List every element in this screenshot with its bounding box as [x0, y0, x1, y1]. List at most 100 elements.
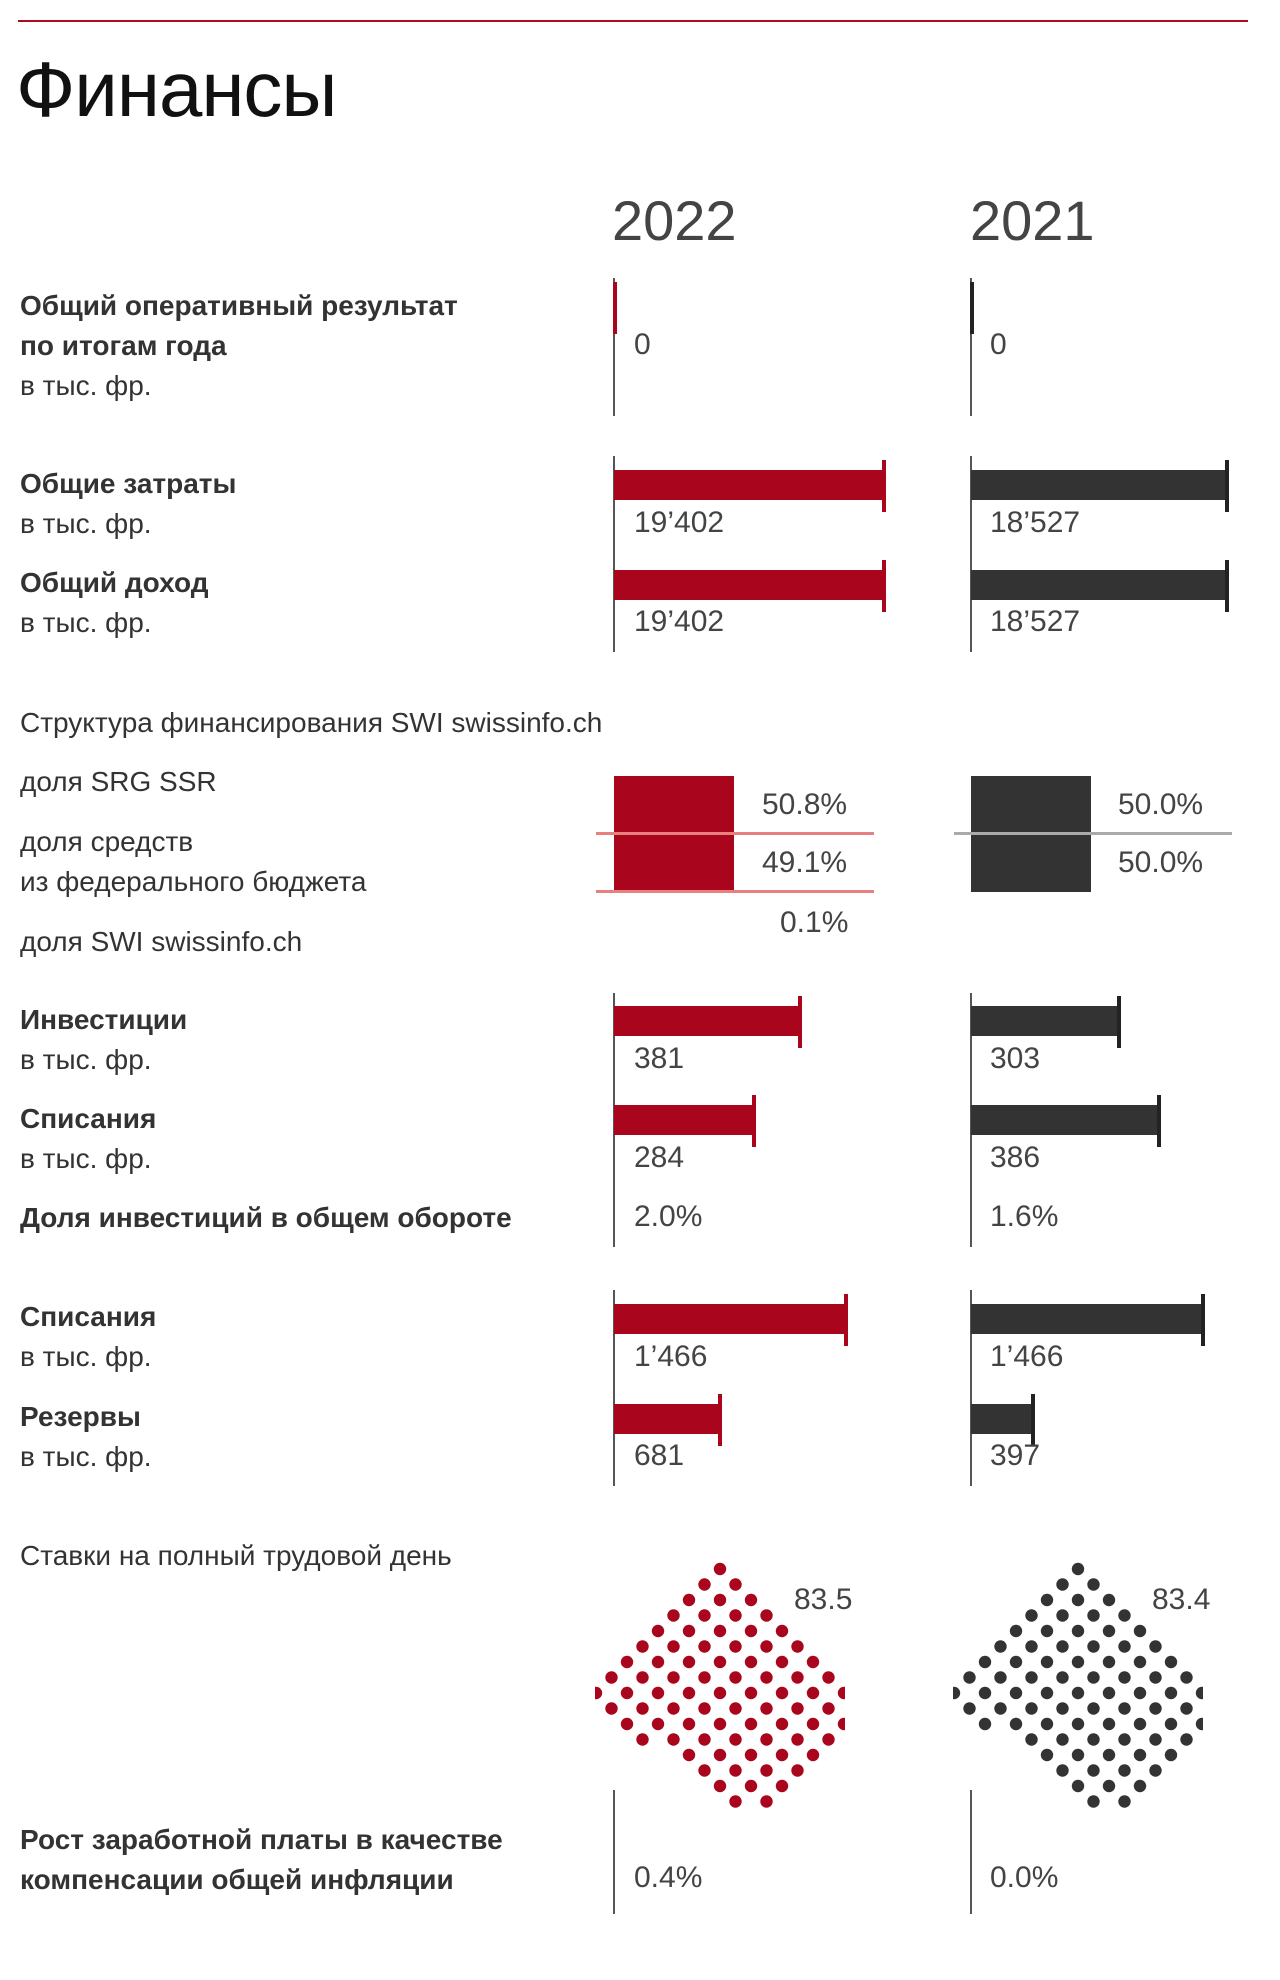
fte-dot [667, 1609, 680, 1622]
fte-dot [729, 1795, 742, 1808]
fte-dot [1118, 1795, 1131, 1808]
fte-dot [636, 1733, 649, 1746]
axis-2021-operating [970, 278, 972, 416]
fte-dot [729, 1609, 742, 1622]
fte-dot [620, 1717, 634, 1731]
fte-dot [1087, 1702, 1100, 1715]
fte-dot [760, 1795, 773, 1808]
operating-2022-cap [613, 282, 617, 334]
funding-swi-label: доля SWI swissinfo.ch [20, 926, 303, 957]
reserves-2021-cap [1031, 1394, 1035, 1446]
fte-dot [729, 1702, 742, 1715]
invest-share-2021-value: 1.6% [990, 1200, 1059, 1233]
writeoffs-1-unit: в тыс. фр. [20, 1143, 152, 1174]
fte-dot [698, 1671, 711, 1684]
fte-dot [1180, 1671, 1193, 1684]
fte-dot [1149, 1671, 1162, 1684]
fte-dot [1133, 1655, 1147, 1669]
funding-2022-line-federal [596, 890, 874, 893]
fte-dot [1025, 1702, 1038, 1715]
writeoffs-1-2022-bar [614, 1105, 754, 1135]
fte-dot [978, 1655, 992, 1669]
fte-dot [1087, 1795, 1100, 1808]
operating-result-unit: в тыс. фр. [20, 370, 152, 401]
fte-dot [837, 1717, 845, 1731]
fte-dot [1071, 1748, 1085, 1762]
writeoffs-2-2022-cap [844, 1294, 848, 1346]
fte-dot [1102, 1779, 1116, 1793]
fte-dot [1009, 1655, 1023, 1669]
reserves-unit: в тыс. фр. [20, 1441, 152, 1472]
writeoffs-1-2021-value: 386 [990, 1141, 1041, 1174]
axis-2022-costs [613, 456, 615, 652]
fte-dot [760, 1609, 773, 1622]
fte-dot [1056, 1733, 1069, 1746]
fte-dot [713, 1593, 727, 1607]
fte-dot [667, 1640, 680, 1653]
funding-swi-2022-value: 0.1% [780, 906, 849, 939]
fte-dot [636, 1640, 649, 1653]
fte-dot [744, 1686, 758, 1700]
fte-label: Ставки на полный трудовой день [20, 1540, 452, 1571]
fte-dot [1040, 1655, 1054, 1669]
writeoffs-1-2021-bar [971, 1105, 1159, 1135]
fte-dot [1025, 1640, 1038, 1653]
fte-dot [729, 1733, 742, 1746]
fte-dot [760, 1733, 773, 1746]
fte-dot [822, 1671, 835, 1684]
fte-dot [1071, 1655, 1085, 1669]
writeoffs-1-label: Списания [20, 1103, 157, 1134]
fte-dot [698, 1640, 711, 1653]
axis-2021-wage [970, 1790, 972, 1914]
total-income-2021-value: 18’527 [990, 605, 1081, 638]
investments-2022-value: 381 [634, 1042, 685, 1075]
fte-dot [1025, 1733, 1038, 1746]
reserves-2022-value: 681 [634, 1439, 685, 1472]
fte-2022-dots [595, 1562, 845, 1808]
writeoffs-2-2021-bar [971, 1304, 1203, 1334]
fte-dot [1195, 1686, 1203, 1700]
fte-dot [1133, 1717, 1147, 1731]
fte-dot [651, 1624, 665, 1638]
fte-dot [791, 1702, 804, 1715]
fte-dot [1133, 1624, 1147, 1638]
fte-dot [953, 1686, 961, 1700]
investments-2021-value: 303 [990, 1042, 1041, 1075]
fte-dot [775, 1624, 789, 1638]
fte-dot [775, 1686, 789, 1700]
wage-label-1: Рост заработной платы в качестве [20, 1824, 503, 1855]
fte-dot [636, 1702, 649, 1715]
fte-dot [978, 1717, 992, 1731]
fte-dot [1102, 1655, 1116, 1669]
fte-dot [963, 1671, 976, 1684]
fte-dot [682, 1686, 696, 1700]
total-costs-label: Общие затраты [20, 468, 237, 499]
total-costs-2021-cap [1225, 460, 1229, 512]
fte-dot [1149, 1733, 1162, 1746]
operating-result-label-2: по итогам года [20, 330, 227, 361]
fte-dot [651, 1717, 665, 1731]
fte-dot [1071, 1624, 1085, 1638]
writeoffs-2-2021-cap [1201, 1294, 1205, 1346]
fte-dot [760, 1640, 773, 1653]
fte-dot [1056, 1640, 1069, 1653]
fte-dot [1087, 1578, 1100, 1591]
fte-dot [729, 1671, 742, 1684]
fte-dot [605, 1702, 618, 1715]
axis-2021-writeoffs [970, 1290, 972, 1486]
year-2021-header: 2021 [970, 189, 1095, 252]
fte-dot [1195, 1717, 1203, 1731]
fte-dot [1133, 1686, 1147, 1700]
fte-dot [729, 1764, 742, 1777]
fte-dot [1056, 1764, 1069, 1777]
operating-2022-value: 0 [634, 328, 651, 361]
fte-dot [682, 1655, 696, 1669]
fte-dot [713, 1562, 727, 1576]
writeoffs-2-label: Списания [20, 1301, 157, 1332]
fte-2022-value: 83.5 [794, 1583, 853, 1616]
fte-dot [667, 1733, 680, 1746]
total-income-2022-cap [882, 560, 886, 612]
fte-dot [1087, 1733, 1100, 1746]
fte-dot [682, 1717, 696, 1731]
fte-dot [775, 1748, 789, 1762]
